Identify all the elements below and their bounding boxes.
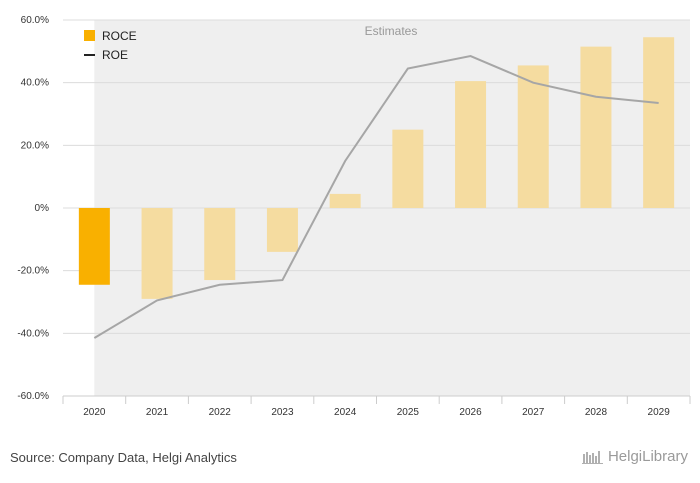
- y-tick-label: -60.0%: [17, 391, 49, 402]
- brand-name: HelgiLibrary: [607, 448, 688, 465]
- roce-roe-chart: 60.0% 40.0% 20.0% 0% -20.0% -40.0% -60.0% 2020…: [17, 15, 691, 418]
- x-tick-label: 2021: [146, 407, 169, 418]
- roce-bar-2026: [455, 81, 487, 208]
- brand-logo: HelgiLibrary: [581, 448, 688, 465]
- legend: ROCE ROE: [84, 29, 137, 62]
- legend-roce-label: ROCE: [102, 29, 137, 43]
- x-tick-label: 2029: [648, 407, 671, 418]
- x-tick-label: 2025: [397, 407, 420, 418]
- y-tick-label: 40.0%: [21, 78, 49, 89]
- x-tick-label: 2028: [585, 407, 608, 418]
- roce-bar-2029: [643, 37, 675, 208]
- roce-bar-2024: [329, 193, 361, 208]
- y-tick-label: 20.0%: [21, 140, 49, 151]
- roce-bar-2028: [580, 46, 612, 209]
- roe-line: [93, 54, 659, 339]
- library-icon: [581, 450, 603, 464]
- x-tick-label: 2023: [271, 407, 294, 418]
- roce-bars: [78, 37, 675, 299]
- roce-bar-2020: [78, 208, 110, 285]
- y-tick-label: 60.0%: [21, 15, 49, 26]
- y-tick-label: 0%: [35, 203, 50, 214]
- y-tick-label: -40.0%: [17, 328, 49, 339]
- roce-bar-2023: [266, 208, 298, 252]
- x-tick-label: 2022: [209, 407, 232, 418]
- y-tick-label: -20.0%: [17, 266, 49, 277]
- legend-roe-label: ROE: [102, 48, 128, 62]
- roce-bar-2022: [204, 208, 236, 281]
- x-tick-label: 2020: [83, 407, 106, 418]
- estimates-label: Estimates: [365, 24, 418, 38]
- x-tick-label: 2027: [522, 407, 545, 418]
- y-axis-ticks: 60.0% 40.0% 20.0% 0% -20.0% -40.0% -60.0%: [17, 15, 49, 402]
- x-axis: 2020 2021 2022 2023 2024 2025 2026 2027 2028 2029: [62, 395, 691, 418]
- x-tick-label: 2024: [334, 407, 357, 418]
- roce-bar-2021: [141, 208, 173, 299]
- roce-bar-2027: [517, 65, 549, 208]
- source-note: Source: Company Data, Helgi Analytics: [10, 450, 237, 465]
- roce-bar-2025: [392, 129, 424, 208]
- legend-roce-swatch: [84, 30, 95, 41]
- x-tick-label: 2026: [459, 407, 482, 418]
